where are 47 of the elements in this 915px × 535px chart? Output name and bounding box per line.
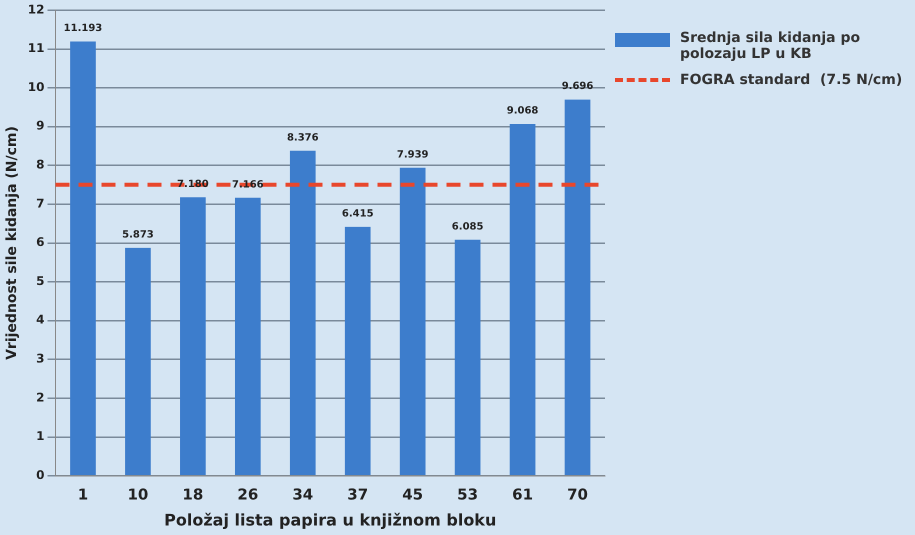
x-tick-label: 37 <box>347 486 368 504</box>
y-tick-label: 12 <box>28 2 44 16</box>
bar <box>564 100 590 476</box>
x-axis-title: Položaj lista papira u knjižnom bloku <box>164 510 496 530</box>
legend-label: FOGRA standard (7.5 N/cm) <box>680 72 902 88</box>
x-tick-label: 61 <box>512 486 534 504</box>
x-tick-label: 10 <box>127 486 148 504</box>
bar <box>344 226 371 476</box>
text: 7.166 <box>232 179 264 190</box>
y-tick-label: 0 <box>36 468 44 482</box>
bar <box>290 150 316 476</box>
y-tick-label: 8 <box>36 158 44 172</box>
text: 8.376 <box>286 132 319 144</box>
bar <box>125 248 151 476</box>
text: 11.193 <box>64 23 102 34</box>
text: 6.415 <box>342 208 374 220</box>
text: 5.873 <box>122 230 154 241</box>
text: 9.696 <box>562 81 594 92</box>
x-tick-label: 1 <box>78 486 88 504</box>
y-tick-label: 1 <box>36 429 44 444</box>
y-axis-title: Vrijednost sile kidanja (N/cm) <box>4 126 20 360</box>
bar <box>180 197 206 476</box>
bar <box>70 42 96 476</box>
x-tick-label: 53 <box>457 486 478 504</box>
y-tick-label: 4 <box>36 312 44 327</box>
bar <box>454 240 480 476</box>
bar <box>510 124 536 476</box>
legend-label: Srednja sila kidanja po polozaju LP u KB <box>680 30 862 62</box>
y-tick-label: 10 <box>28 80 44 94</box>
x-tick-label: 70 <box>567 486 588 504</box>
x-tick-label: 18 <box>182 486 204 504</box>
text: 7.939 <box>396 149 428 160</box>
y-tick-label: 9 <box>36 118 44 133</box>
y-tick-label: 11 <box>28 41 44 56</box>
y-tick-label: 3 <box>36 352 44 366</box>
bar <box>234 198 261 476</box>
bar <box>400 168 426 476</box>
text: 9.068 <box>506 106 538 117</box>
text: 7.180 <box>177 178 209 190</box>
text: 6.085 <box>452 221 484 232</box>
x-tick-label: 26 <box>237 486 258 504</box>
x-tick-label: 45 <box>402 486 424 504</box>
x-tick-label: 34 <box>292 486 314 504</box>
y-tick-label: 2 <box>36 390 44 404</box>
y-tick-label: 6 <box>36 235 44 250</box>
y-tick-label: 7 <box>36 196 44 210</box>
y-tick-label: 5 <box>36 274 44 288</box>
